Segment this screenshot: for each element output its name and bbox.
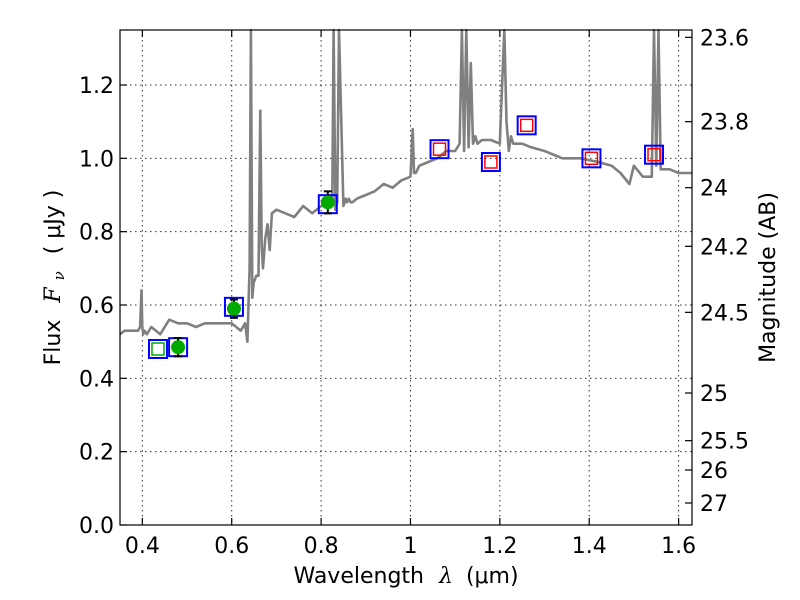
model-flux-box: [480, 152, 501, 172]
magnitude-tick-label: 24.2: [700, 235, 749, 260]
x-axis-label-symbol: λ: [438, 564, 453, 589]
nir-flux-box: [432, 142, 447, 156]
x-tick-label: 0.8: [304, 534, 339, 559]
x-axis-label: Wavelength λ (μm): [293, 564, 518, 589]
spectrum-line: [119, 28, 692, 344]
magnitude-tick-label: 27: [700, 492, 728, 517]
axis-ticks: 0.4 0.6 0.8 1 1.2 1.4 1.6 0.0 0.2 0.4 0.6 0.8 1.0 1.2…: [79, 26, 749, 559]
x-tick-label: 1.4: [572, 534, 607, 559]
y-tick-label: 0.6: [79, 294, 114, 319]
y-axis-label: Flux F ν ( μJy ): [41, 190, 70, 366]
y-axis-label-symbol: F: [41, 287, 66, 304]
x-tick-label: 0.4: [125, 534, 160, 559]
x-tick-label: 1.2: [482, 534, 517, 559]
magnitude-tick-label: 26: [700, 459, 728, 484]
model-flux-box: [429, 139, 450, 160]
magnitude-tick-label: 24.5: [700, 301, 749, 326]
optical-nondetection-box: [151, 342, 165, 356]
model-flux-box: [581, 148, 602, 169]
x-tick-label: 1: [403, 534, 417, 559]
magnitude-tick-label: 25: [700, 382, 728, 407]
y-tick-label: 0.4: [79, 367, 114, 392]
y-tick-label: 0.2: [79, 441, 114, 466]
magnitude-tick-label: 25.5: [700, 430, 749, 455]
x-axis-label-unit: (μm): [466, 564, 519, 589]
y-tick-label: 1.0: [79, 147, 114, 172]
model-flux-box: [516, 115, 537, 136]
magnitude-axis-label: Magnitude (AB): [756, 192, 781, 363]
chart-data-layer: [119, 28, 692, 359]
x-axis-label-text: Wavelength: [293, 564, 424, 589]
nir-flux-box: [647, 147, 661, 162]
detection-point: [171, 340, 186, 355]
nir-flux-box: [484, 155, 498, 169]
y-tick-label: 0.8: [79, 221, 114, 246]
nir-flux-box: [519, 118, 534, 133]
y-axis-label-unit: ( μJy ): [41, 190, 66, 255]
plot-frame: [119, 29, 693, 526]
y-axis-label-text: Flux: [41, 320, 66, 366]
nir-flux-box: [584, 151, 599, 166]
y-tick-label: 1.2: [79, 74, 114, 99]
magnitude-tick-label: 23.6: [700, 26, 749, 51]
y-tick-label: 0.0: [79, 514, 114, 539]
x-tick-label: 0.6: [214, 534, 249, 559]
model-flux-box: [644, 144, 665, 165]
x-tick-label: 1.6: [661, 534, 696, 559]
y-axis-label-subscript: ν: [50, 271, 68, 280]
detection-point: [320, 195, 335, 210]
grid-lines: [120, 30, 692, 526]
magnitude-tick-label: 24: [700, 177, 728, 202]
magnitude-tick-label: 23.8: [700, 111, 749, 136]
model-flux-box: [147, 339, 168, 359]
detection-point: [226, 301, 241, 316]
